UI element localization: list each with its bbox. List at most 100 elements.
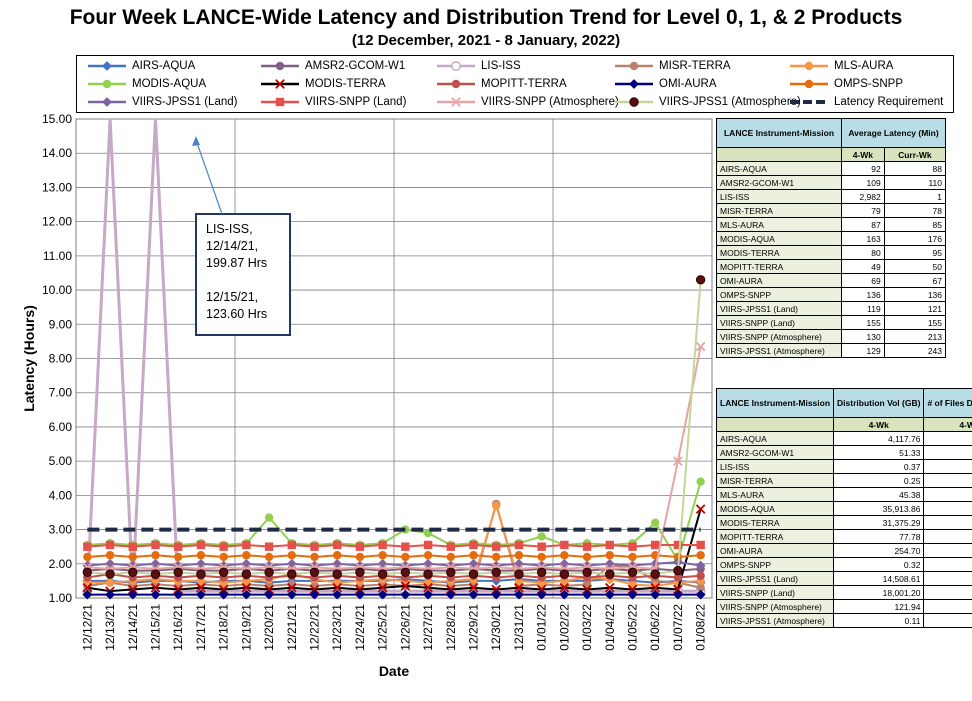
data-point <box>242 540 251 550</box>
latency-table-value-cell: 121 <box>883 301 947 316</box>
x-axis-label: Date <box>379 663 410 679</box>
latency-table-row: AMSR2-GCOM-W1 109 110 <box>716 175 947 190</box>
latency-table-instrument-cell: VIIRS-JPSS1 (Atmosphere) <box>716 343 842 358</box>
data-point <box>105 589 115 600</box>
latency-table-value-cell: 95 <box>883 245 947 260</box>
data-point <box>582 542 592 551</box>
data-point <box>355 589 365 600</box>
latency-table-instrument-cell: MOPITT-TERRA <box>716 259 842 274</box>
legend-swatch <box>790 100 828 104</box>
annotation-text: 123.60 Hrs <box>206 307 267 321</box>
legend-label: AIRS-AQUA <box>132 60 196 72</box>
distribution-table-value-cell: 2,232,178 <box>923 501 972 516</box>
latency-table-instrument-cell: OMPS-SNPP <box>716 287 842 302</box>
distribution-table-instrument-cell: AMSR2-GCOM-W1 <box>715 445 835 460</box>
data-point <box>446 567 456 578</box>
data-point <box>423 589 433 600</box>
data-point <box>469 540 478 550</box>
data-point <box>514 551 524 560</box>
data-point <box>83 552 92 562</box>
data-point <box>401 552 410 562</box>
data-point <box>287 540 296 550</box>
distribution-table-instrument-cell: MODIS-AQUA <box>715 501 835 516</box>
latency-table-row: OMI-AURA 69 67 <box>716 273 947 288</box>
data-point <box>650 582 661 593</box>
y-axis-label: Latency (Hours) <box>21 305 37 412</box>
legend-label: MISR-TERRA <box>659 60 731 72</box>
x-tick-label: 01/05/22 <box>626 604 640 651</box>
distribution-table-value-cell: 0.37 <box>833 459 925 474</box>
data-point <box>310 552 319 562</box>
data-point <box>650 589 661 600</box>
x-tick-label: 12/26/21 <box>398 604 412 651</box>
latency-table-instrument-cell: VIIRS-JPSS1 (Land) <box>716 301 842 316</box>
chart-legend: AIRS-AQUA AMSR2-GCOM-W1 LIS-ISS MISR-TERRA M… <box>76 55 954 113</box>
x-tick-label: 12/22/21 <box>308 604 322 651</box>
latency-table-header-latency: Average Latency (Min) <box>841 118 946 148</box>
legend-label: VIIRS-SNPP (Atmosphere) <box>481 96 619 108</box>
data-point <box>537 552 546 562</box>
y-tick-label: 10.00 <box>42 283 72 297</box>
distribution-table-header-volume: Distribution Vol (GB) <box>833 388 925 418</box>
legend-marker <box>275 61 285 71</box>
data-point <box>468 569 479 579</box>
data-point <box>695 589 706 600</box>
latency-table-row: MISR-TERRA 79 78 <box>716 203 947 218</box>
data-point <box>377 582 388 593</box>
data-point <box>309 589 320 600</box>
series-omi-aura <box>82 589 706 600</box>
data-point <box>105 578 115 587</box>
latency-table-row: MODIS-AQUA 163 176 <box>716 231 947 246</box>
data-point <box>696 551 705 560</box>
y-tick-label: 14.00 <box>42 146 72 160</box>
data-point <box>423 540 433 550</box>
data-point <box>332 582 343 593</box>
latency-table-value-cell: 79 <box>841 203 885 218</box>
data-point <box>355 584 365 595</box>
latency-table-value-cell: 136 <box>883 287 947 302</box>
legend-marker <box>804 79 814 89</box>
latency-table-value-cell: 213 <box>883 329 947 344</box>
data-point <box>673 456 683 466</box>
latency-table-value-cell: 109 <box>841 175 885 190</box>
legend-marker <box>629 79 639 89</box>
distribution-table-value-cell: 1,974 <box>923 473 972 488</box>
distribution-table-instrument-cell: OMPS-SNPP <box>715 557 835 572</box>
chart-title: Four Week LANCE-Wide Latency and Distrib… <box>69 6 903 29</box>
latency-table-row: MOPITT-TERRA 49 50 <box>716 259 947 274</box>
data-point <box>105 540 115 550</box>
data-point <box>605 551 614 560</box>
data-point <box>514 582 524 593</box>
data-point <box>514 589 524 600</box>
data-point <box>673 573 683 582</box>
latency-table-sub-blank <box>716 147 842 162</box>
legend-marker <box>629 61 639 71</box>
data-point <box>673 589 683 600</box>
distribution-table-row: VIIRS-SNPP (Atmosphere)121.9415,712 <box>715 599 972 614</box>
data-point <box>196 582 206 593</box>
distribution-table-value-cell: 121.94 <box>833 599 925 614</box>
legend-swatch <box>615 79 653 89</box>
series-line <box>87 567 701 572</box>
latency-table-value-cell: 69 <box>841 273 885 288</box>
distribution-table-value-cell: 1,679,682 <box>923 585 972 600</box>
distribution-table-value-cell: 39,882 <box>923 459 972 474</box>
data-point <box>468 582 479 593</box>
data-point <box>218 584 229 595</box>
data-point <box>218 567 229 578</box>
latency-table-instrument-cell: MODIS-TERRA <box>716 245 842 260</box>
x-tick-label: 12/12/21 <box>80 604 94 651</box>
data-point <box>673 540 683 550</box>
legend-label: MODIS-AQUA <box>132 78 207 90</box>
legend-label: LIS-ISS <box>481 60 521 72</box>
distribution-table-sub-4wk-vol: 4-Wk <box>833 417 925 432</box>
x-tick-label: 12/27/21 <box>421 604 435 651</box>
distribution-table-value-cell: 77.78 <box>833 529 925 544</box>
series-line <box>87 502 701 588</box>
latency-table-instrument-cell: VIIRS-SNPP (Land) <box>716 315 842 330</box>
x-tick-label: 12/23/21 <box>330 604 344 651</box>
legend-label: MOPITT-TERRA <box>481 78 567 90</box>
latency-table-value-cell: 85 <box>883 217 947 232</box>
data-point <box>82 567 93 578</box>
